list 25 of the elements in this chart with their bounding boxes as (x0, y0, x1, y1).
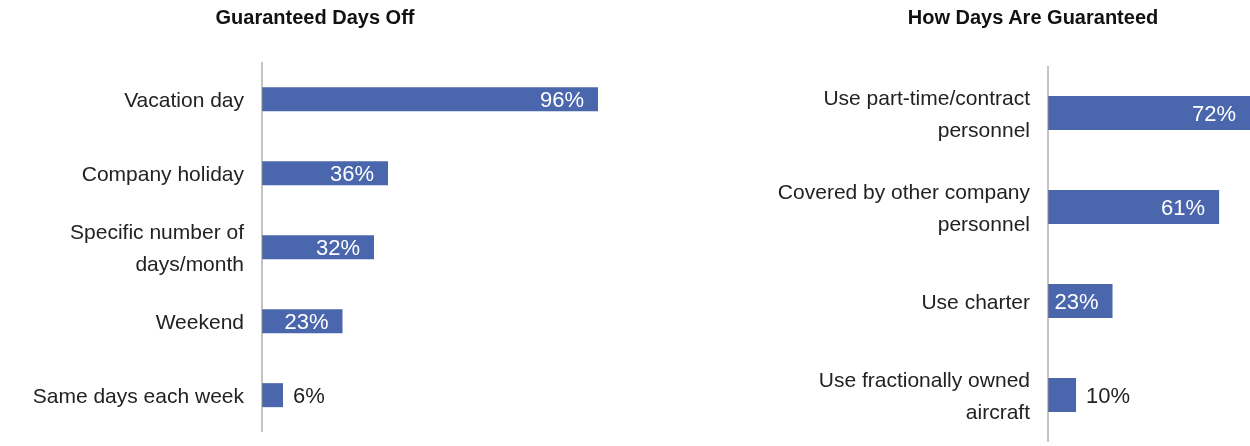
bar (262, 383, 283, 408)
chart-title: How Days Are Guaranteed (906, 6, 1160, 29)
data-label: 61% (1161, 194, 1206, 220)
y-tick-label: Same days each week (32, 383, 245, 407)
data-label: 6% (293, 382, 325, 408)
bar (1048, 190, 1220, 225)
data-label: 32% (315, 234, 360, 260)
y-tick-label: Covered by other company personnel (777, 179, 1031, 235)
data-label: 96% (539, 86, 584, 112)
data-label: 23% (1054, 288, 1099, 314)
bar (262, 87, 598, 112)
chart-title: Guaranteed Days Off (214, 6, 416, 29)
data-label: 72% (1191, 100, 1236, 126)
y-tick-label: Specific number of days/month (70, 219, 245, 275)
data-label: 10% (1086, 382, 1131, 408)
y-tick-label: Weekend (155, 309, 244, 333)
data-label: 23% (284, 308, 329, 334)
bar (1048, 378, 1077, 413)
y-tick-label: Use fractionally owned aircraft (818, 367, 1031, 423)
y-tick-label: Vacation day (124, 87, 245, 111)
y-tick-label: Company holiday (81, 161, 245, 185)
data-label: 36% (329, 160, 374, 186)
y-tick-label: Use part-time/contract personnel (823, 85, 1031, 141)
y-tick-label: Use charter (921, 289, 1030, 313)
bar (1048, 96, 1250, 131)
